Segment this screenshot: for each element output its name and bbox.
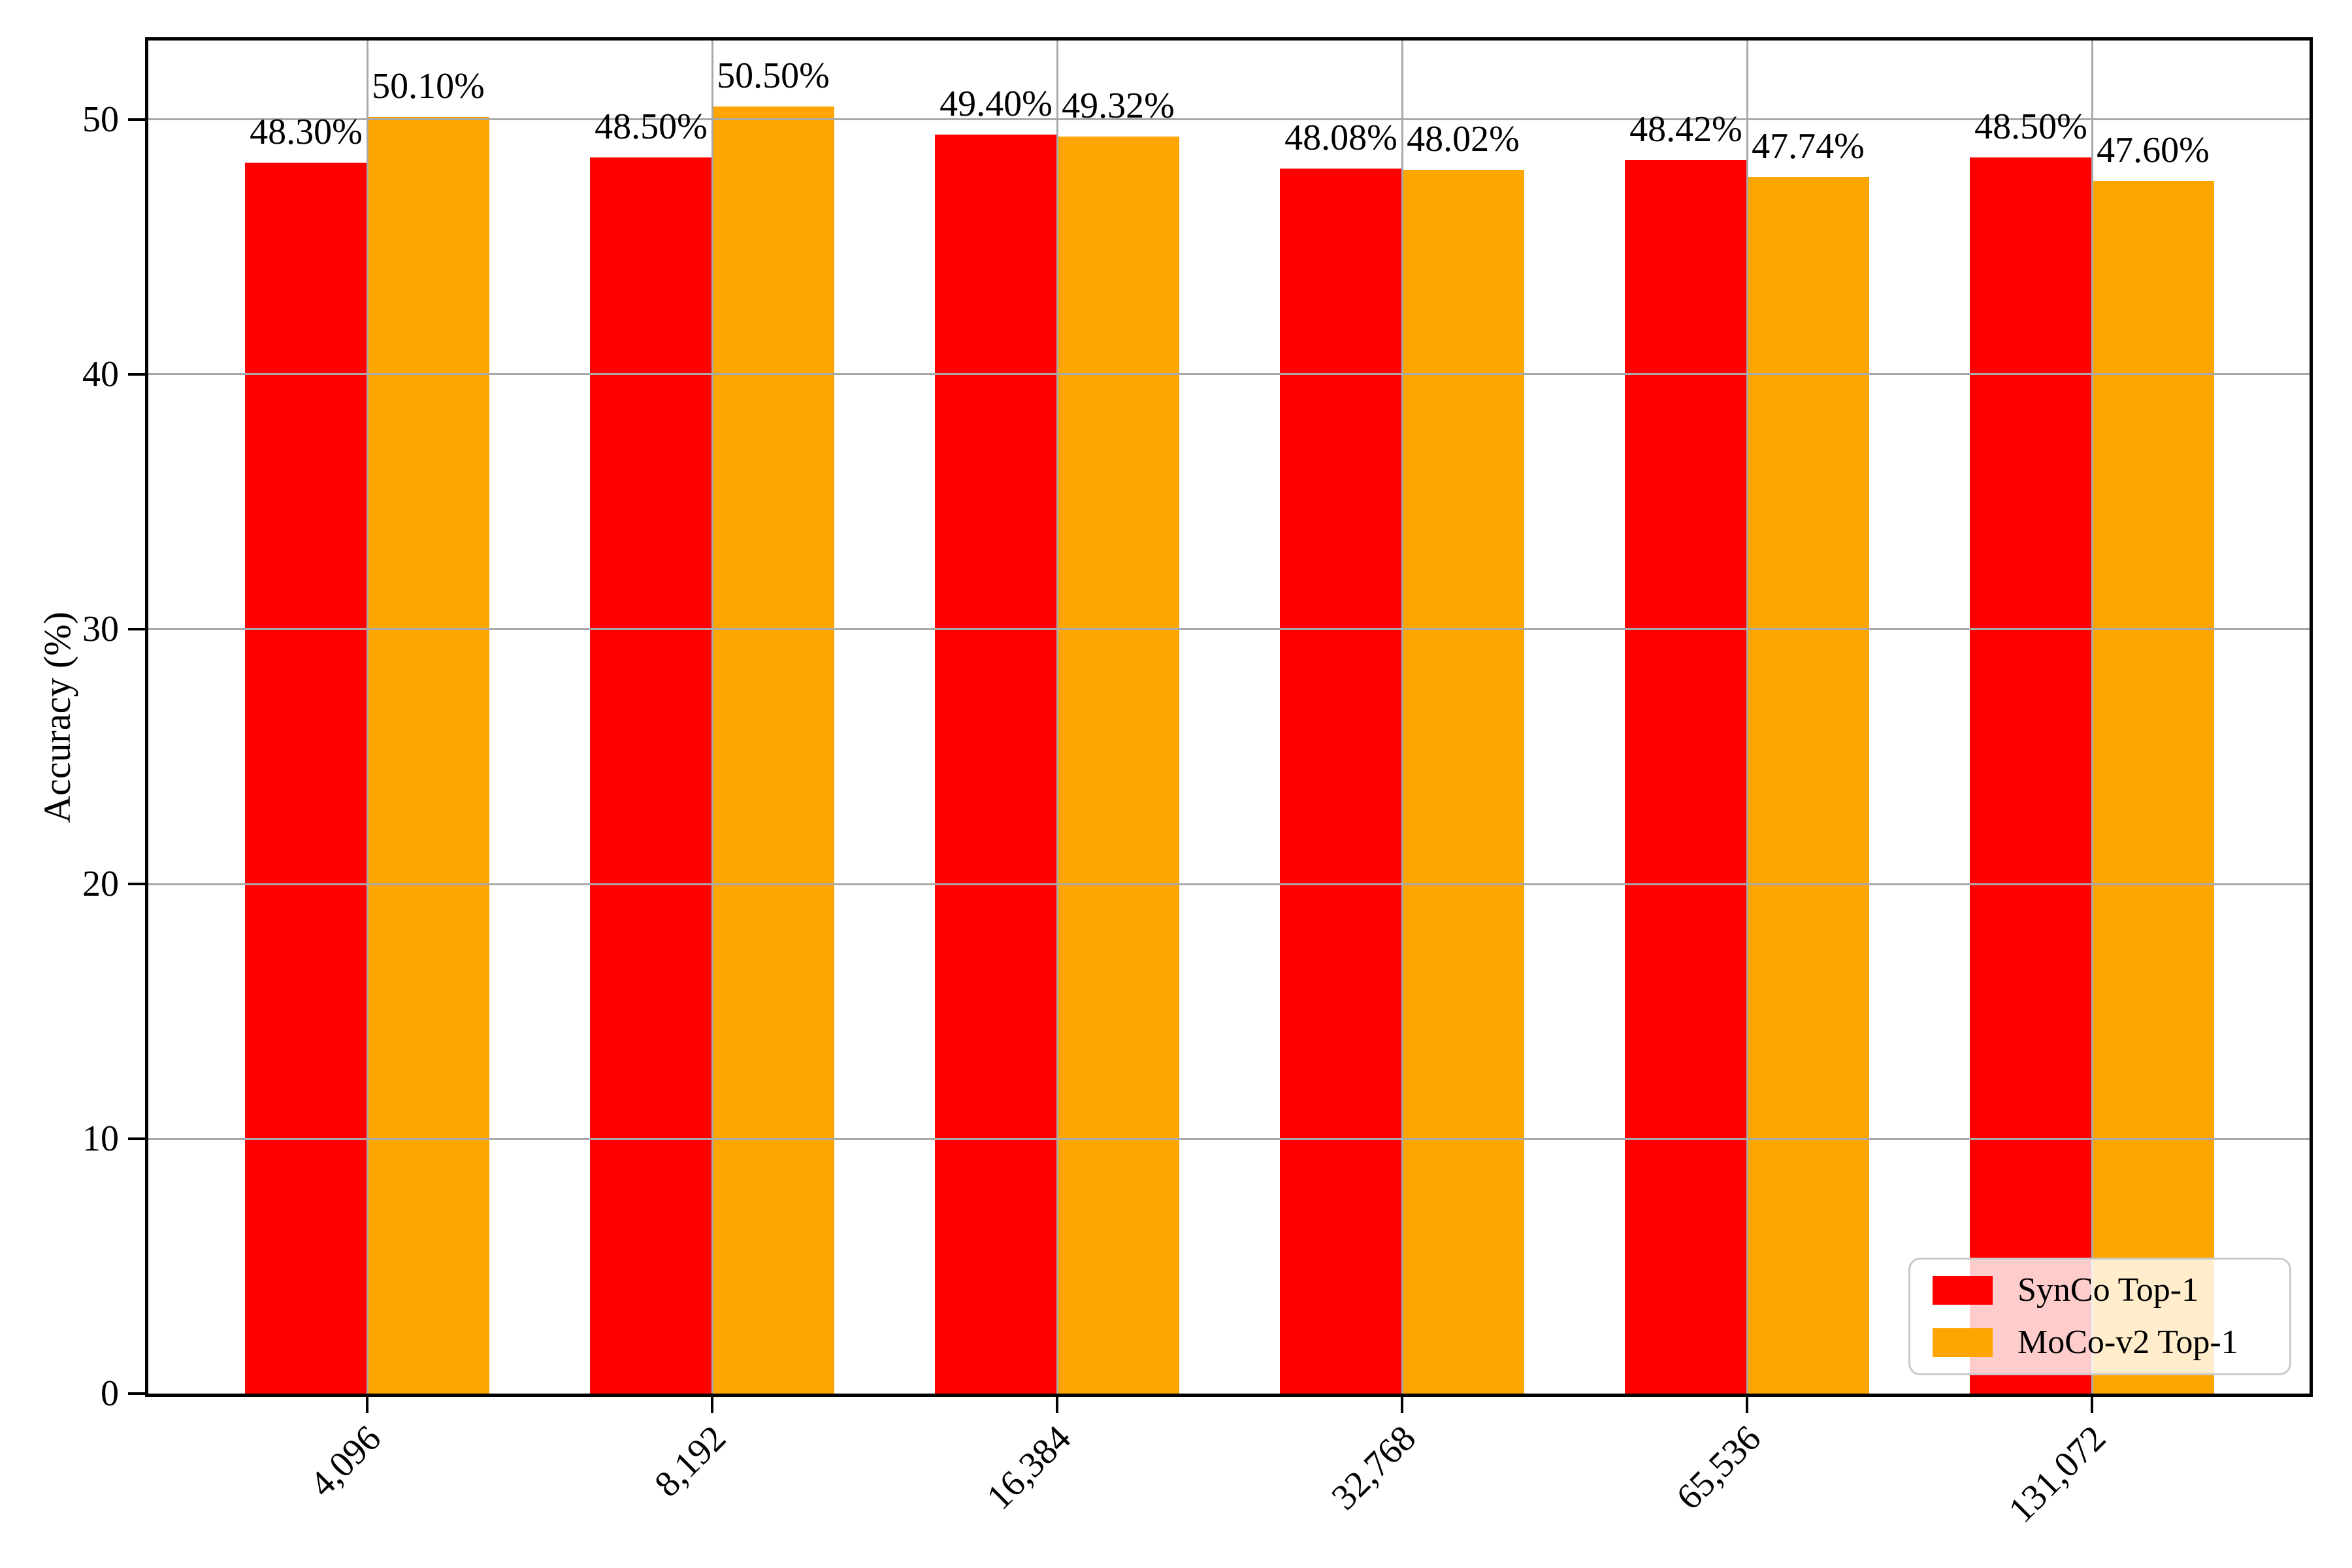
value-label-synco-5: 48.50%: [1974, 106, 2087, 148]
x-tick-label-1: 8,192: [647, 1418, 734, 1505]
legend-item-synco: SynCo Top-1: [1910, 1264, 2289, 1316]
legend-label-synco: SynCo Top-1: [2017, 1271, 2199, 1309]
bar-synco-0: [245, 163, 367, 1394]
value-label-synco-0: 48.30%: [250, 112, 363, 153]
x-tick-label-0: 4,096: [302, 1418, 389, 1505]
bar-synco-5: [1970, 157, 2092, 1394]
bar-moco-2: [1057, 137, 1179, 1394]
plot-area: Accuracy (%) SynCo Top-1 MoCo-v2 Top-1 4…: [36, 37, 2313, 1531]
value-label-moco-4: 47.74%: [1752, 126, 1865, 167]
bar-synco-2: [935, 135, 1057, 1394]
gridline-x-1: [711, 41, 713, 1394]
x-tick-1: [711, 1394, 713, 1413]
y-tick-50: [128, 118, 148, 121]
legend-swatch-synco: [1933, 1276, 1993, 1305]
value-label-moco-3: 48.02%: [1407, 119, 1520, 160]
bar-moco-3: [1402, 170, 1524, 1394]
bar-moco-5: [2092, 180, 2214, 1394]
y-tick-40: [128, 372, 148, 376]
x-tick-label-3: 32,768: [1324, 1418, 1424, 1518]
y-tick-10: [128, 1137, 148, 1140]
bar-moco-0: [367, 117, 489, 1394]
gridline-y-20: [148, 883, 2310, 885]
value-label-moco-0: 50.10%: [372, 66, 485, 106]
value-label-synco-2: 49.40%: [939, 84, 1053, 125]
gridline-y-30: [148, 628, 2310, 630]
gridline-y-40: [148, 373, 2310, 376]
y-tick-20: [128, 883, 148, 885]
x-tick-label-5: 131,072: [2001, 1418, 2114, 1531]
value-label-synco-4: 48.42%: [1629, 108, 1742, 150]
y-tick-label-40: 40: [82, 353, 119, 395]
x-tick-4: [1746, 1394, 1748, 1413]
legend: SynCo Top-1 MoCo-v2 Top-1: [1908, 1258, 2291, 1375]
bar-moco-1: [712, 106, 834, 1394]
value-label-synco-1: 48.50%: [595, 106, 708, 148]
value-label-synco-3: 48.08%: [1284, 117, 1397, 158]
x-tick-label-4: 65,536: [1669, 1418, 1769, 1518]
bar-synco-1: [590, 157, 712, 1394]
y-tick-label-10: 10: [82, 1119, 119, 1159]
gridline-x-4: [1746, 41, 1748, 1394]
value-label-moco-1: 50.50%: [717, 56, 830, 97]
gridline-x-5: [2091, 41, 2093, 1394]
x-tick-5: [2091, 1394, 2093, 1413]
y-tick-30: [128, 627, 148, 630]
y-tick-label-30: 30: [82, 608, 119, 649]
x-tick-label-2: 16,384: [979, 1418, 1079, 1518]
bar-synco-4: [1625, 159, 1747, 1394]
legend-swatch-moco: [1933, 1328, 1993, 1357]
x-tick-0: [366, 1394, 368, 1413]
legend-item-moco: MoCo-v2 Top-1: [1910, 1316, 2289, 1369]
x-tick-2: [1056, 1394, 1058, 1413]
gridline-y-10: [148, 1137, 2310, 1140]
x-tick-3: [1401, 1394, 1403, 1413]
gridline-y-50: [148, 118, 2310, 121]
bar-moco-4: [1747, 177, 1869, 1394]
gridline-x-3: [1401, 41, 1403, 1394]
y-tick-label-0: 0: [101, 1373, 119, 1414]
gridline-x-0: [366, 41, 368, 1394]
value-label-moco-2: 49.32%: [1062, 86, 1175, 127]
y-tick-0: [128, 1392, 148, 1395]
y-tick-label-50: 50: [82, 99, 119, 140]
value-label-moco-5: 47.60%: [2097, 129, 2210, 171]
legend-label-moco: MoCo-v2 Top-1: [2017, 1324, 2238, 1361]
y-tick-label-20: 20: [82, 864, 119, 904]
bar-synco-3: [1280, 168, 1402, 1394]
gridline-x-2: [1056, 41, 1058, 1394]
